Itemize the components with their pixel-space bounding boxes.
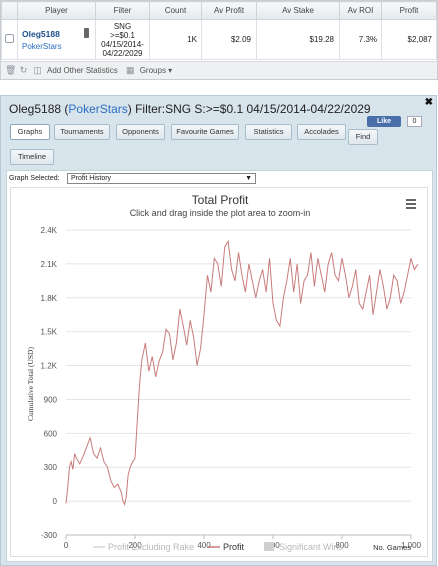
header-profit[interactable]: Profit [381,1,437,20]
table-row[interactable]: Oleg5188 PokerStars SNG >=$0.1 04/15/201… [1,19,437,60]
filter-line: >=$0.1 [110,30,135,40]
tab-find[interactable]: Find [348,129,378,145]
refresh-icon[interactable]: ↻ [19,65,28,75]
add-stats-icon: ◫ [33,65,42,75]
groups-dropdown[interactable]: Groups ▾ [139,66,173,75]
chart-subtitle: Click and drag inside the plot area to z… [130,208,311,218]
av-profit-cell: $2.09 [201,19,257,60]
detail-player-name: Oleg5188 [9,102,62,116]
legend-symbol [264,542,274,551]
tab-statistics[interactable]: Statistics [245,124,292,140]
stats-toolbar: 🗑 ↻ ◫ Add Other Statistics ▦ Groups ▾ [1,61,437,79]
tab-timeline[interactable]: Timeline [10,149,54,165]
header-select [1,1,18,20]
like-count: 0 [407,116,422,127]
profit-chart[interactable]: Total Profit Click and drag inside the p… [11,188,429,558]
header-av-stake[interactable]: Av Stake [256,1,340,20]
stats-header-row: Player Filter Count Av Profit Av Stake A… [1,1,437,20]
facebook-like-button[interactable]: Like [367,116,401,127]
x-tick-label: 200 [128,541,142,550]
detail-site-link[interactable]: PokerStars [68,102,128,116]
header-filter[interactable]: Filter [95,1,150,20]
tab-tournaments[interactable]: Tournaments [54,124,110,140]
x-tick-label: 1,000 [401,541,422,550]
header-player[interactable]: Player [17,1,96,20]
legend-item[interactable]: Significant Wins [279,542,344,552]
profit-series-line [65,239,419,507]
groups-icon: ▦ [125,65,135,75]
mobile-icon [84,28,89,38]
player-stats-panel: Player Filter Count Av Profit Av Stake A… [0,0,438,80]
graph-selected-value: Profit History [71,175,112,182]
trash-icon[interactable]: 🗑 [5,65,17,75]
graph-selected-label: Graph Selected: [9,175,60,182]
header-av-profit[interactable]: Av Profit [201,1,257,20]
header-count[interactable]: Count [149,1,202,20]
filter-cell: SNG >=$0.1 04/15/2014- 04/22/2029 [95,19,150,60]
header-av-roi[interactable]: Av ROI [339,1,382,20]
filter-line: 04/22/2029 [102,48,143,58]
tab-accolades[interactable]: Accolades [297,124,346,140]
av-roi-cell: 7.3% [339,19,382,60]
y-tick-label: 600 [44,429,58,438]
player-site-link[interactable]: PokerStars [22,41,62,51]
y-tick-label: 1.2K [41,362,58,371]
menu-icon[interactable] [406,199,416,209]
player-cell: Oleg5188 PokerStars [17,19,96,60]
add-other-statistics-link[interactable]: Add Other Statistics [47,66,118,75]
stats-table: Player Filter Count Av Profit Av Stake A… [1,1,437,60]
y-tick-label: 2.1K [41,260,58,269]
y-tick-label: 0 [53,497,58,506]
tab-opponents[interactable]: Opponents [116,124,165,140]
y-axis-title: Cumulative Total (USD) [26,347,35,421]
legend-item[interactable]: Profit Excluding Rake [108,542,194,552]
player-name-link[interactable]: Oleg5188 [22,28,60,39]
chart-container[interactable]: Total Profit Click and drag inside the p… [10,187,428,557]
x-tick-label: 0 [64,541,69,550]
tab-favourite-games[interactable]: Favourite Games [171,124,239,140]
groups-label: Groups [139,66,166,75]
detail-title: Oleg5188 (PokerStars) Filter:SNG S:>=$0.… [9,102,371,116]
legend-item[interactable]: Profit [223,542,245,552]
x-axis-title: No. Games [373,543,411,552]
y-tick-label: 900 [44,395,58,404]
profit-cell: $2,087 [381,19,437,60]
chart-legend[interactable]: Profit Excluding Rake Profit Significant W… [93,542,344,552]
detail-filter-text: Filter:SNG S:>=$0.1 04/15/2014-04/22/202… [135,102,371,116]
y-tick-label: -300 [41,531,58,540]
av-stake-cell: $19.28 [256,19,340,60]
count-cell: 1K [149,19,202,60]
player-detail-panel: ✖ Oleg5188 (PokerStars) Filter:SNG S:>=$… [0,95,437,566]
x-tick-label: 400 [197,541,211,550]
close-icon[interactable]: ✖ [424,97,433,108]
x-tick-label: 800 [335,541,349,550]
graph-select-dropdown[interactable]: Profit History ▼ [67,173,256,184]
chart-title: Total Profit [192,193,249,207]
filter-line: 04/15/2014- [101,39,144,49]
like-label: Like [376,118,391,125]
y-tick-label: 300 [44,463,58,472]
row-select-cell [1,19,18,60]
y-tick-label: 1.8K [41,294,58,303]
chevron-down-icon: ▼ [245,175,252,182]
tab-graphs[interactable]: Graphs [10,124,50,140]
y-tick-label: 1.5K [41,328,58,337]
y-tick-label: 2.4K [41,226,58,235]
filter-line: SNG [113,21,132,31]
graphs-content: Graph Selected: Profit History ▼ Total P… [6,170,433,562]
row-checkbox[interactable] [5,34,14,43]
